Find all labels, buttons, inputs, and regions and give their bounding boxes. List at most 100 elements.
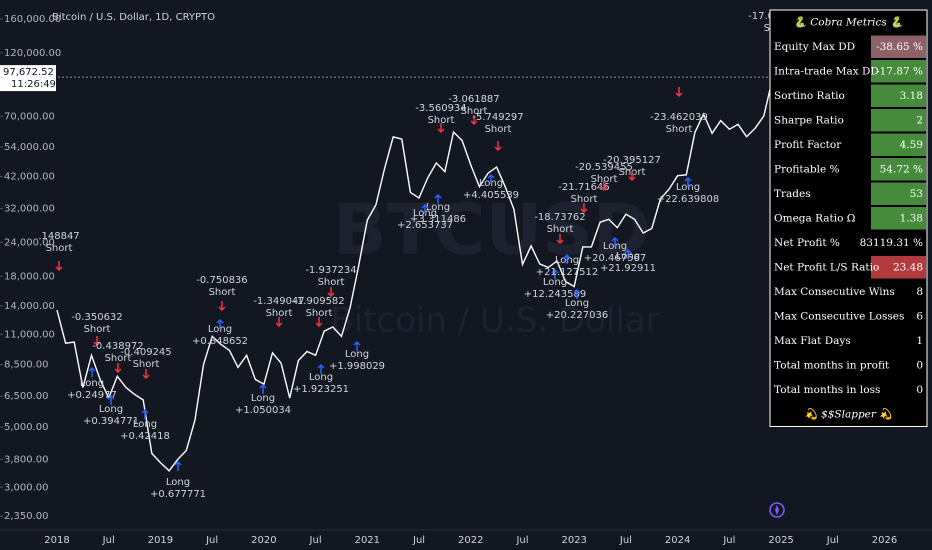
trade-value: -20.395127 xyxy=(603,155,661,166)
x-tick-label: 2022 xyxy=(458,535,483,546)
metric-label: Max Consecutive Losses xyxy=(774,310,904,322)
x-tick-label: 2026 xyxy=(872,535,897,546)
value-cell xyxy=(871,378,926,401)
trade-side: Long xyxy=(133,419,157,430)
metric-label: Total months in loss xyxy=(774,384,880,396)
x-tick-label: Jul xyxy=(102,535,115,546)
trade-side: Short xyxy=(133,359,160,370)
short-arrow xyxy=(470,115,478,126)
y-tick-label: 14,000.00 xyxy=(4,301,55,312)
trade-value: .148847 xyxy=(38,231,79,242)
trade-value: -23.462039 xyxy=(650,112,708,123)
x-tick-label: Jul xyxy=(309,535,322,546)
trade-side: Short xyxy=(84,324,111,335)
short-arrow xyxy=(142,369,150,380)
metric-value: 3.18 xyxy=(900,90,923,102)
chart-title: Bitcoin / U.S. Dollar, 1D, CRYPTO xyxy=(52,12,215,23)
long-arrow xyxy=(684,176,692,187)
trade-side: Short xyxy=(306,308,333,319)
metric-label: Profit Factor xyxy=(774,139,842,151)
trade-value: +20.467567 xyxy=(584,253,646,264)
x-tick-label: 2018 xyxy=(44,535,69,546)
value-cell xyxy=(871,84,926,107)
long-arrow xyxy=(353,340,361,351)
metric-value: -17.87 % xyxy=(876,65,923,77)
trade-side: Short xyxy=(461,106,488,117)
short-arrow xyxy=(315,317,323,328)
x-tick-label: Jul xyxy=(619,535,632,546)
trade-value: -0.750836 xyxy=(196,275,247,286)
trade-side: Short xyxy=(209,287,236,298)
short-arrow xyxy=(628,171,636,182)
trade-value: -20.539455 xyxy=(575,162,633,173)
short-arrow xyxy=(55,261,63,272)
value-cell xyxy=(871,35,926,58)
value-cell xyxy=(871,60,926,83)
trade-side: Long xyxy=(208,324,232,335)
table-title: 🐍 Cobra Metrics 🐍 xyxy=(794,15,905,28)
long-arrow xyxy=(551,268,559,279)
trade-side: Long xyxy=(345,349,369,360)
trade-side: Short xyxy=(105,353,132,364)
short-arrow xyxy=(218,301,226,312)
y-tick-label: 3,800.00 xyxy=(4,454,49,465)
last-price-label: 97,672.52 xyxy=(3,67,54,78)
trade-value: +1.998029 xyxy=(329,361,385,372)
y-tick-label: 2,350.00 xyxy=(4,511,49,522)
x-tick-label: Jul xyxy=(826,535,839,546)
trade-side: Short xyxy=(485,124,512,135)
trade-value: -0.350632 xyxy=(71,312,122,323)
trade-side: Short xyxy=(46,243,73,254)
annotations: .148847Short-0.350632Short-0.438972Short… xyxy=(38,11,806,500)
metric-value: 0 xyxy=(916,359,923,371)
metric-label: Trades xyxy=(774,188,811,200)
trade-value: -1.909582 xyxy=(293,296,344,307)
x-tick-label: 2019 xyxy=(148,535,173,546)
trade-value: +0.42418 xyxy=(120,431,170,442)
y-tick-label: 18,000.00 xyxy=(4,271,55,282)
long-arrow xyxy=(216,318,224,329)
metric-value: -38.65 % xyxy=(876,41,923,53)
x-tick-label: Jul xyxy=(722,535,735,546)
long-arrow xyxy=(174,460,182,471)
long-arrow xyxy=(259,383,267,394)
metric-value: 1.38 xyxy=(900,212,923,224)
trade-side: Short xyxy=(666,124,693,135)
value-cell xyxy=(871,207,926,230)
short-arrow xyxy=(675,87,683,98)
x-tick-label: 2023 xyxy=(561,535,586,546)
y-tick-label: 6,500.00 xyxy=(4,391,49,402)
metric-label: Net Profit % xyxy=(774,237,840,249)
metric-label: Profitable % xyxy=(774,163,840,175)
trade-side: Short xyxy=(428,115,455,126)
trade-value: -21.71646 xyxy=(558,182,609,193)
price-line xyxy=(56,78,774,472)
trade-side: Long xyxy=(676,182,700,193)
y-tick-label: 8,500.00 xyxy=(4,360,49,371)
y-tick-label: 54,000.00 xyxy=(4,142,55,153)
x-tick-label: Jul xyxy=(205,535,218,546)
trade-side: Long xyxy=(543,277,567,288)
y-tick-label: 42,000.00 xyxy=(4,171,55,182)
trade-side: Long xyxy=(309,372,333,383)
watermark-sub: Bitcoin / U.S. Dollar xyxy=(330,301,659,341)
trade-value: -3.061887 xyxy=(448,94,499,105)
metric-label: Max Flat Days xyxy=(774,335,851,347)
last-price-box xyxy=(0,65,56,92)
long-arrow xyxy=(624,248,632,259)
trade-value: +0.394771 xyxy=(83,416,139,427)
long-arrow xyxy=(487,173,495,184)
trade-value: +3.311486 xyxy=(410,214,466,225)
metric-label: Total months in profit xyxy=(774,359,890,371)
trade-value: -1.937234 xyxy=(305,265,356,276)
trade-side: Short xyxy=(547,224,574,235)
metric-value: 83119.31 % xyxy=(860,237,923,249)
metric-value: 2 xyxy=(916,114,923,126)
trade-value: +21.92911 xyxy=(600,263,656,274)
y-tick-label: 24,000.00 xyxy=(4,237,55,248)
trade-side: Long xyxy=(251,393,275,404)
y-tick-label: 5,000.00 xyxy=(4,422,49,433)
metric-label: Omega Ratio Ω xyxy=(774,212,856,224)
